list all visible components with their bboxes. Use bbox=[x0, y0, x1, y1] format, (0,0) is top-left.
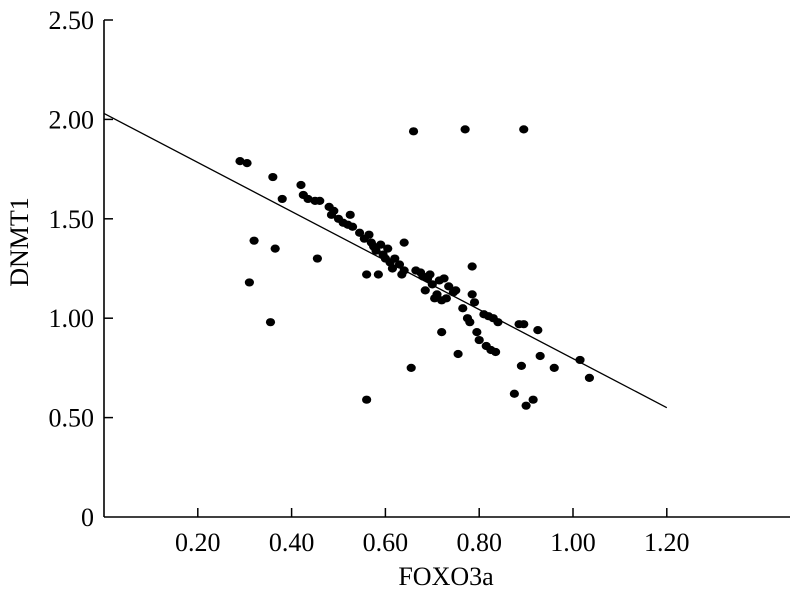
data-point bbox=[399, 266, 409, 275]
data-point bbox=[394, 260, 405, 269]
data-point bbox=[509, 389, 519, 398]
data-point bbox=[467, 290, 477, 299]
data-point bbox=[345, 210, 355, 219]
data-point bbox=[528, 395, 538, 404]
data-point bbox=[315, 196, 325, 206]
data-point bbox=[312, 254, 322, 263]
data-point bbox=[420, 286, 430, 295]
data-point bbox=[519, 125, 529, 134]
data-point bbox=[268, 172, 278, 182]
y-tick-label: 2.50 bbox=[49, 6, 95, 35]
data-points bbox=[235, 125, 595, 410]
x-tick-label: 0.40 bbox=[269, 528, 315, 557]
data-point bbox=[408, 127, 419, 136]
data-point bbox=[432, 290, 442, 299]
data-point bbox=[521, 401, 531, 410]
data-point bbox=[364, 230, 374, 239]
y-tick-label: 1.00 bbox=[49, 304, 95, 333]
x-tick-label: 0.20 bbox=[175, 528, 221, 557]
data-point bbox=[383, 244, 393, 253]
data-point bbox=[584, 373, 595, 382]
data-point bbox=[516, 361, 527, 371]
x-axis-ticks: 0.20 0.40 0.60 0.80 1.00 1.20 bbox=[175, 508, 690, 557]
data-point bbox=[474, 335, 484, 345]
data-point bbox=[270, 244, 280, 253]
data-point bbox=[371, 246, 381, 255]
data-point bbox=[451, 286, 461, 295]
data-point bbox=[362, 395, 372, 404]
data-point bbox=[472, 328, 482, 337]
y-axis-ticks: 0 0.50 1.00 1.50 2.00 2.50 bbox=[49, 6, 113, 532]
data-point bbox=[460, 125, 470, 134]
data-point bbox=[244, 278, 254, 287]
data-point bbox=[406, 363, 416, 372]
data-point bbox=[355, 228, 365, 237]
data-point bbox=[533, 326, 543, 335]
data-point bbox=[329, 206, 339, 215]
data-point bbox=[453, 349, 463, 359]
data-point bbox=[493, 318, 503, 327]
data-point bbox=[467, 262, 477, 271]
x-tick-label: 1.20 bbox=[644, 528, 690, 557]
data-point bbox=[399, 238, 409, 247]
y-tick-label: 0 bbox=[81, 503, 94, 532]
data-point bbox=[444, 282, 454, 291]
data-point bbox=[427, 280, 437, 289]
data-point bbox=[437, 328, 447, 337]
data-point bbox=[519, 320, 529, 329]
x-tick-label: 0.60 bbox=[363, 528, 409, 557]
y-axis-title: DNMT1 bbox=[5, 197, 34, 287]
data-point bbox=[469, 298, 480, 307]
data-point bbox=[376, 240, 386, 249]
data-point bbox=[265, 318, 276, 327]
data-point bbox=[441, 294, 451, 303]
data-point bbox=[575, 355, 585, 365]
y-tick-label: 2.00 bbox=[49, 105, 95, 134]
y-tick-label: 1.50 bbox=[49, 205, 95, 234]
data-point bbox=[425, 270, 435, 279]
data-point bbox=[390, 254, 400, 263]
data-point bbox=[439, 274, 449, 283]
data-point bbox=[535, 351, 545, 361]
data-point bbox=[387, 264, 398, 273]
x-tick-label: 0.80 bbox=[456, 528, 502, 557]
data-point bbox=[362, 270, 372, 279]
data-point bbox=[549, 363, 559, 372]
data-point bbox=[303, 194, 313, 204]
x-axis-title: FOXO3a bbox=[398, 562, 494, 591]
data-point bbox=[491, 347, 501, 357]
data-point bbox=[249, 236, 259, 245]
x-tick-label: 1.00 bbox=[550, 528, 596, 557]
data-point bbox=[373, 270, 383, 279]
y-tick-label: 0.50 bbox=[49, 404, 95, 433]
data-point bbox=[465, 318, 475, 327]
data-point bbox=[242, 159, 252, 168]
data-point bbox=[277, 194, 287, 204]
data-point bbox=[296, 180, 306, 190]
data-point bbox=[458, 304, 468, 313]
data-point bbox=[347, 222, 358, 231]
data-point bbox=[235, 157, 245, 166]
